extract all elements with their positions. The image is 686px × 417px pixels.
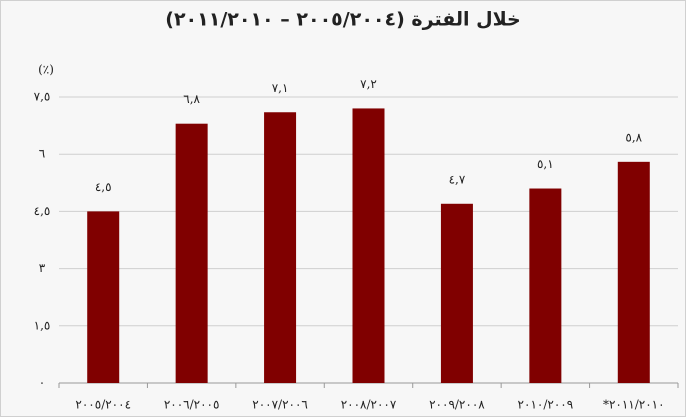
bar — [440, 203, 473, 383]
y-tick-label: ٤,٥ — [34, 204, 51, 218]
x-tick-label: ٢٠٠٥/٢٠٠٤ — [75, 398, 131, 412]
bar — [175, 123, 208, 384]
x-tick-label: *٢٠١١/٢٠١٠ — [603, 398, 665, 412]
y-tick-label: ٠ — [39, 376, 45, 390]
bar — [87, 211, 120, 383]
y-axis-label: (٪) — [38, 63, 54, 77]
value-label: ٤,٧ — [449, 172, 466, 186]
value-label: ٧,٢ — [360, 77, 377, 91]
value-label: ٦,٨ — [183, 92, 200, 106]
x-tick-label: ٢٠١٠/٢٠٠٩ — [518, 398, 574, 412]
y-tick-label: ٣ — [39, 261, 46, 275]
x-tick-label: ٢٠٠٧/٢٠٠٦ — [252, 398, 308, 412]
chart-title: خلال الفترة (٢٠٠٥/٢٠٠٤ – ٢٠١١/٢٠١٠) — [165, 9, 521, 31]
x-tick-label: ٢٠٠٨/٢٠٠٧ — [341, 398, 397, 412]
value-label: ٥,١ — [537, 157, 554, 171]
bar — [529, 188, 562, 383]
value-label: ٥,٨ — [625, 130, 642, 144]
bar — [352, 108, 385, 383]
x-tick-label: ٢٠٠٩/٢٠٠٨ — [429, 398, 485, 412]
value-label: ٧,١ — [272, 81, 289, 95]
bar — [617, 161, 650, 383]
value-label: ٤,٥ — [95, 180, 112, 194]
y-tick-label: ١,٥ — [34, 318, 51, 332]
x-tick-label: ٢٠٠٦/٢٠٠٥ — [164, 398, 220, 412]
bar — [264, 112, 297, 384]
y-tick-label: ٦ — [39, 147, 45, 161]
y-tick-label: ٧,٥ — [34, 90, 51, 104]
